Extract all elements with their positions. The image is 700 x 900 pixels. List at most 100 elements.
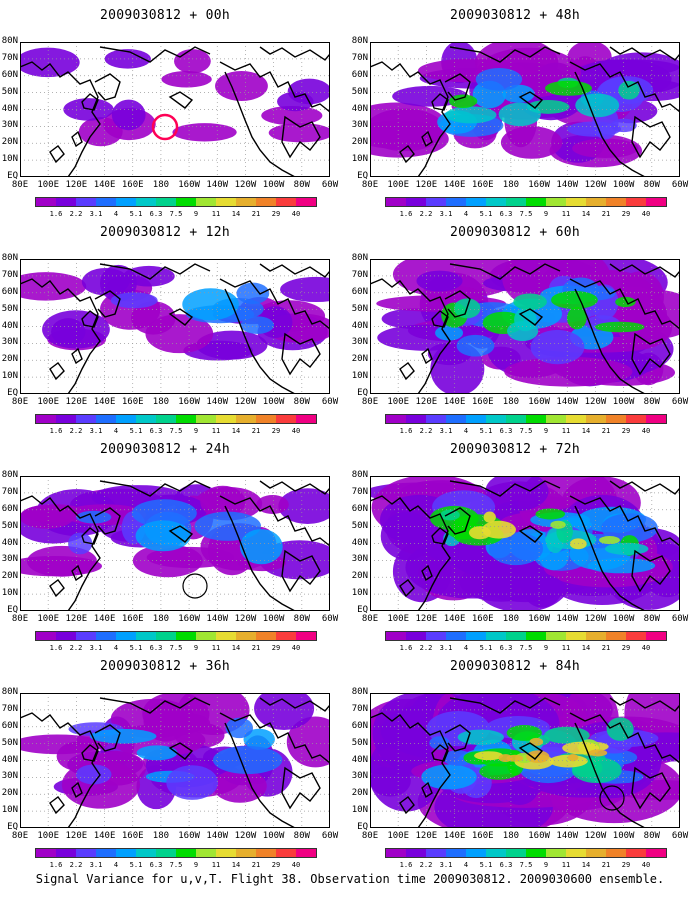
- colorbar-swatch: [176, 198, 196, 206]
- colorbar-tick-label: 4: [113, 210, 119, 218]
- lat-label: 40N: [1, 537, 18, 548]
- lat-label: 20N: [1, 571, 18, 582]
- lon-label: 100W: [612, 397, 635, 407]
- colorbar-swatch: [256, 198, 276, 206]
- colorbar-tick-label: 29: [621, 427, 631, 435]
- lat-label: 40N: [1, 320, 18, 331]
- colorbar-tick-label: 7.5: [169, 210, 183, 218]
- lon-label: 80W: [293, 397, 310, 407]
- lon-label: 140E: [443, 180, 466, 190]
- lat-label: EQ: [7, 388, 18, 398]
- variance-map: [370, 42, 680, 177]
- coastline: [259, 480, 330, 495]
- lat-label: 40N: [351, 754, 368, 765]
- lon-label: 140E: [93, 614, 116, 624]
- variance-contour: [182, 288, 239, 321]
- lon-label: 120E: [415, 831, 438, 841]
- colorbar-swatch: [136, 849, 156, 857]
- colorbar-tick-label: 40: [641, 861, 651, 869]
- coastline: [444, 507, 471, 535]
- coastline: [224, 722, 296, 828]
- lon-label: 120E: [65, 397, 88, 407]
- variance-contour: [604, 542, 649, 555]
- variance-contour: [530, 329, 585, 365]
- colorbar-swatch: [646, 198, 666, 206]
- colorbar-tick-label: 40: [641, 210, 651, 218]
- lon-label: 140W: [206, 614, 229, 624]
- colorbar-swatch: [56, 198, 76, 206]
- coastline: [431, 310, 449, 328]
- variance-contour: [174, 49, 211, 74]
- coastline: [574, 722, 646, 828]
- lon-label: 140E: [93, 180, 116, 190]
- colorbar: [385, 197, 667, 207]
- colorbar-swatch: [216, 198, 236, 206]
- variance-contour: [529, 737, 544, 746]
- colorbar-swatch: [276, 198, 296, 206]
- lon-label: 120W: [234, 180, 257, 190]
- coastline: [259, 46, 330, 61]
- lat-label: 80N: [351, 36, 368, 46]
- lon-label: 120W: [584, 397, 607, 407]
- lon-label: 80E: [11, 397, 29, 407]
- lon-label: 120W: [584, 831, 607, 841]
- figure-caption: Signal Variance for u,v,T. Flight 38. Ob…: [35, 872, 665, 886]
- coastline: [370, 61, 451, 177]
- colorbar-tick-label: 6.3: [149, 861, 163, 869]
- lat-label: 30N: [1, 771, 18, 782]
- lon-label: 160E: [121, 397, 144, 407]
- lat-label: 20N: [351, 788, 368, 799]
- colorbar-swatch: [526, 198, 546, 206]
- variance-contour: [498, 102, 541, 127]
- lat-label: 60N: [351, 69, 368, 80]
- colorbar-tick-label: 3.1: [439, 210, 453, 218]
- colorbar-swatch: [506, 849, 526, 857]
- colorbar-tick-label: 4: [113, 427, 119, 435]
- colorbar-swatch: [96, 198, 116, 206]
- forecast-panel: 2009030812 + 24h 80N 70N 60N 50N 40N 30N 20N 10N…: [0, 434, 338, 654]
- variance-contour: [136, 745, 178, 761]
- colorbar-tick-label: 29: [271, 427, 281, 435]
- lon-label: 120W: [234, 614, 257, 624]
- coastline: [574, 288, 646, 394]
- colorbar-swatch: [76, 632, 96, 640]
- coastline: [94, 507, 121, 535]
- lon-label: 160W: [528, 180, 550, 190]
- colorbar-swatch: [586, 198, 606, 206]
- colorbar-swatch: [486, 198, 506, 206]
- lat-label: 10N: [1, 154, 18, 165]
- colorbar-swatch: [156, 849, 176, 857]
- colorbar-swatch: [446, 849, 466, 857]
- forecast-panel: 2009030812 + 60h 80N 70N 60N 50N 40N 30N 20N 10N…: [350, 217, 688, 437]
- variance-contour: [485, 571, 564, 603]
- variance-contour: [456, 334, 495, 357]
- colorbar-swatch: [426, 849, 446, 857]
- lon-label: 60W: [671, 614, 689, 624]
- lat-label: 40N: [1, 103, 18, 114]
- lon-label: 120E: [65, 614, 88, 624]
- colorbar-tick-label: 14: [231, 427, 241, 435]
- colorbar-swatch: [136, 198, 156, 206]
- colorbar-swatch: [586, 849, 606, 857]
- lat-label: 10N: [351, 805, 368, 816]
- lat-label: EQ: [7, 605, 18, 615]
- colorbar: [385, 848, 667, 858]
- lat-label: 50N: [351, 86, 368, 97]
- lat-label: 10N: [1, 588, 18, 599]
- colorbar-swatch: [156, 415, 176, 423]
- coastline: [574, 505, 646, 611]
- lon-label: 120E: [415, 180, 438, 190]
- lat-label: 40N: [351, 103, 368, 114]
- lon-label: 60W: [671, 180, 689, 190]
- coastline: [631, 115, 671, 159]
- lon-label: 120E: [415, 397, 438, 407]
- variance-contour: [500, 126, 563, 159]
- colorbar-tick-label: 6.3: [499, 861, 513, 869]
- forecast-panel: 2009030812 + 48h 80N 70N 60N 50N 40N 30N 20N 10N…: [350, 0, 688, 220]
- variance-contour: [76, 510, 112, 524]
- colorbar-tick-label: 4: [113, 644, 119, 652]
- variance-map: [370, 259, 680, 394]
- colorbar-swatch: [116, 632, 136, 640]
- coastline: [81, 93, 99, 111]
- colorbar-tick-label: 9: [193, 427, 199, 435]
